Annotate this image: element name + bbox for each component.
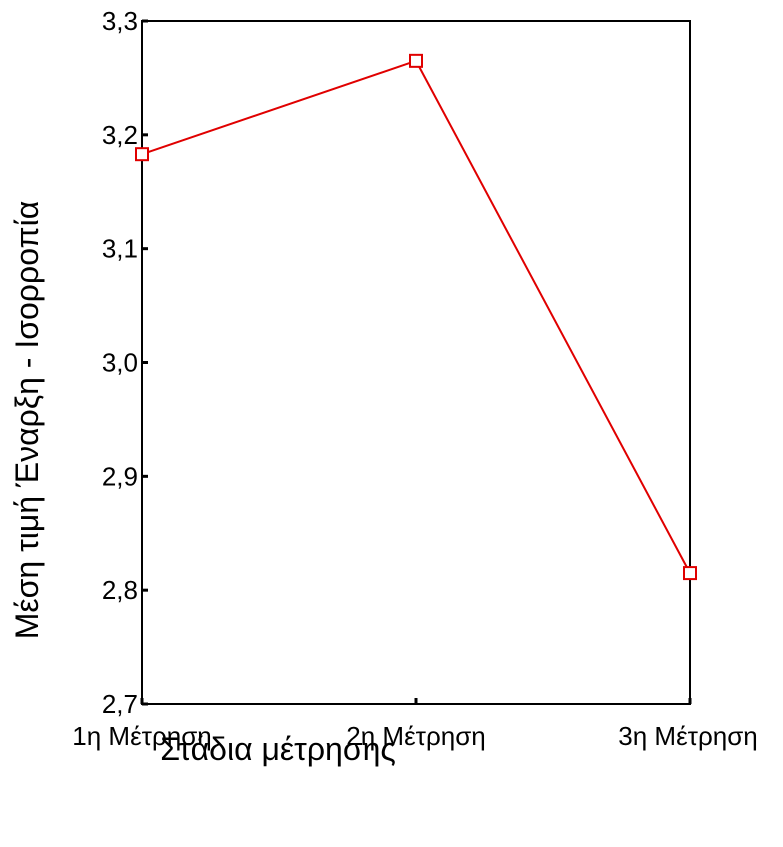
x-tick-label: 2η Μέτρηση xyxy=(346,721,485,751)
y-tick-label: 2,7 xyxy=(102,689,138,719)
y-tick-label: 2,9 xyxy=(102,461,138,491)
y-tick-label: 3,1 xyxy=(102,234,138,264)
plot-frame xyxy=(141,20,691,705)
data-point-marker xyxy=(135,147,149,162)
x-tick-label: 3η Μέτρηση xyxy=(618,721,757,751)
x-axis-title: Στάδια μέτρησης xyxy=(160,731,396,767)
y-tick-label: 2,8 xyxy=(102,575,138,605)
x-axis: 1η Μέτρηση 2η Μέτρηση 3η Μέτρηση xyxy=(72,698,758,751)
series-layer xyxy=(135,53,697,581)
y-axis: 2,7 2,8 2,9 3,0 3,1 3,2 3,3 xyxy=(102,6,148,719)
x-tick-label: 1η Μέτρηση xyxy=(72,721,211,751)
y-tick-label: 3,2 xyxy=(102,120,138,150)
y-axis-title: Μέση τιμή Έναρξη - Ισορροπία xyxy=(9,201,45,639)
y-tick-label: 3,0 xyxy=(102,348,138,378)
data-point-marker xyxy=(683,566,697,581)
data-point-marker xyxy=(409,53,423,68)
series-line xyxy=(141,59,691,574)
y-tick-label: 3,3 xyxy=(102,6,138,36)
